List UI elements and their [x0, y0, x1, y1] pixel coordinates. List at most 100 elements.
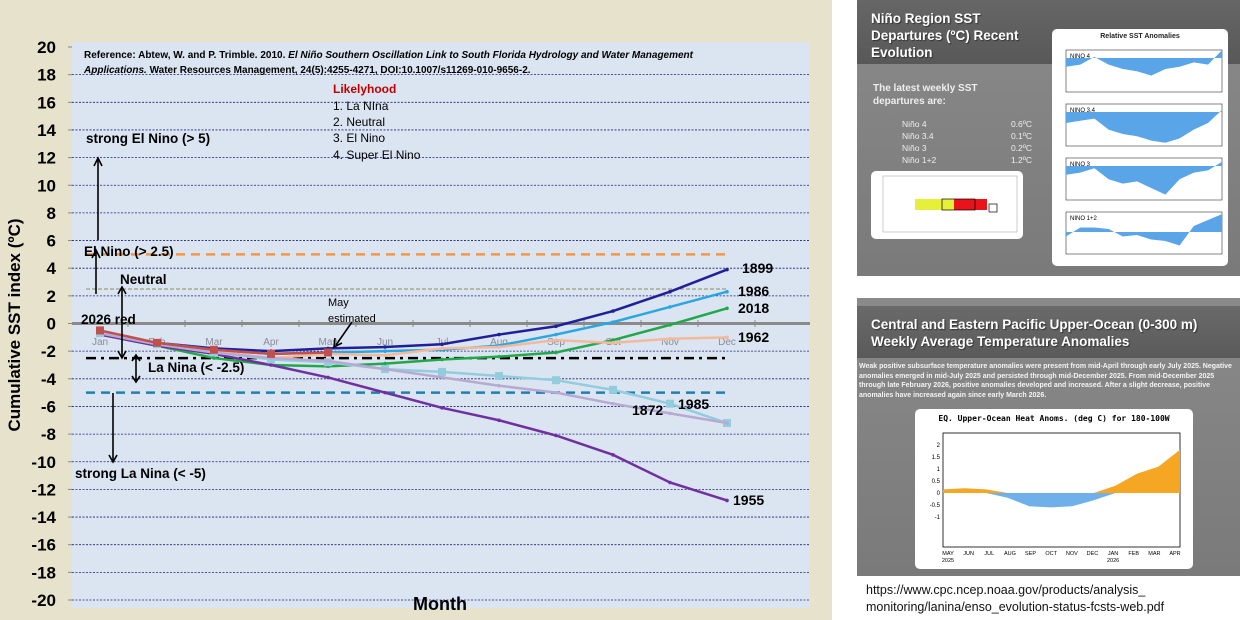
- sst-panel-label: NINO 4: [1070, 54, 1091, 60]
- likelyhood-item: 4. Super El Nino: [333, 148, 421, 162]
- x-tick-label: May: [319, 337, 338, 348]
- data-point: [611, 338, 615, 342]
- data-point: [554, 433, 558, 438]
- heat-y-tick: 1: [937, 467, 941, 473]
- y-tick-label: 4: [47, 259, 57, 278]
- heat-y-tick: -1: [935, 515, 941, 521]
- y-tick-label: 16: [37, 93, 56, 112]
- heat-y-tick: 2: [937, 443, 941, 449]
- may-estimated-label: estimated: [328, 313, 376, 325]
- y-tick-label: -2: [41, 342, 56, 361]
- source-url[interactable]: https://www.cpc.ncep.noaa.gov/products/a…: [866, 583, 1165, 614]
- data-point: [96, 326, 104, 335]
- y-tick-label: -12: [31, 480, 56, 499]
- heat-x-tick: AUG: [1004, 551, 1016, 557]
- y-tick-label: 2: [47, 287, 56, 306]
- heat-x-tick: 2026: [1107, 558, 1119, 563]
- y-tick-label: -18: [31, 563, 56, 582]
- year-2026-label: 2026 red: [81, 312, 136, 327]
- data-point: [668, 480, 672, 485]
- x-tick-label: Mar: [205, 337, 223, 348]
- data-point: [554, 324, 558, 329]
- arrowhead: [108, 454, 118, 464]
- arrowhead: [117, 285, 127, 360]
- data-point: [668, 323, 672, 327]
- series-label-2018: 2018: [738, 300, 769, 316]
- arrow-may-estimated: [335, 321, 353, 346]
- data-point: [554, 338, 558, 342]
- nino-region-map: [871, 171, 1023, 239]
- y-tick-label: 12: [37, 149, 56, 168]
- slide1-title: Niño Region SST Departures (ºC) Recent E…: [871, 11, 1019, 60]
- heat-x-tick: APR: [1169, 551, 1180, 557]
- anomaly-area: [1066, 214, 1223, 246]
- departure-row: Niño 4 0.6ºC: [902, 119, 1032, 129]
- data-point: [725, 498, 729, 503]
- data-point: [497, 354, 501, 359]
- la-nina-label: La Nina (< -2.5): [148, 360, 244, 375]
- x-tick-label: Nov: [661, 337, 679, 348]
- data-point: [611, 341, 615, 345]
- data-point: [666, 399, 674, 408]
- data-point: [554, 332, 558, 337]
- reference-line-1: Reference: Abtew, W. and P. Trimble. 201…: [84, 50, 694, 61]
- y-tick-label: 18: [37, 66, 56, 85]
- data-point: [495, 372, 503, 381]
- data-point: [324, 348, 332, 357]
- data-point: [383, 361, 387, 366]
- neutral-label: Neutral: [120, 272, 167, 287]
- heat-y-tick: 1.5: [932, 455, 941, 461]
- slide2-text: Weak positive subsurface temperature ano…: [859, 363, 1232, 399]
- data-point: [326, 359, 330, 363]
- heat-x-tick: MAR: [1148, 551, 1160, 557]
- x-tick-label: Jan: [92, 337, 108, 348]
- series-label-1962: 1962: [738, 329, 769, 345]
- y-tick-label: -10: [31, 453, 56, 472]
- data-point: [554, 350, 558, 355]
- series-label-1872: 1872: [632, 402, 663, 418]
- data-point: [210, 345, 218, 354]
- heat-x-tick: JAN: [1108, 551, 1118, 557]
- data-point: [497, 383, 501, 388]
- likelyhood-item: 2. Neutral: [333, 115, 385, 129]
- anomaly-area: [1066, 161, 1223, 195]
- x-tick-label: Dec: [718, 337, 736, 348]
- data-point: [611, 453, 615, 457]
- data-point: [725, 267, 729, 272]
- data-point: [440, 342, 444, 347]
- data-point: [668, 411, 672, 416]
- departures-list: Niño 4 0.6ºC Niño 3.4 0.1ºC Niño 3 0.2ºC Ni…: [902, 118, 1032, 166]
- data-point: [611, 320, 615, 324]
- anomaly-area: [1066, 50, 1223, 76]
- data-point: [497, 345, 501, 349]
- heat-y-tick: 0: [937, 491, 941, 497]
- data-point: [440, 357, 444, 362]
- cumulative-sst-chart: 20181614121086420-2-4-6-8-10-12-14-16-18…: [0, 0, 832, 620]
- data-point: [269, 363, 273, 367]
- series-label-1985: 1985: [678, 396, 709, 412]
- data-point: [725, 421, 729, 425]
- data-point: [668, 289, 672, 294]
- sst-panel-label: NINO 3.4: [1070, 108, 1096, 114]
- data-point: [440, 406, 444, 410]
- x-tick-label: Apr: [263, 337, 279, 348]
- y-tick-label: -6: [41, 397, 56, 416]
- departure-row: Niño 3 0.2ºC: [902, 143, 1032, 153]
- nino3-region: [954, 199, 987, 210]
- sst-panel-label: NINO 3: [1070, 162, 1091, 168]
- y-tick-label: 6: [47, 232, 56, 251]
- y-tick-label: 0: [47, 315, 56, 334]
- y-tick-label: -16: [31, 536, 56, 555]
- data-point: [440, 346, 444, 351]
- y-tick-label: 8: [47, 204, 56, 223]
- nino4-region: [915, 199, 954, 210]
- heat-x-tick: 2025: [942, 558, 954, 563]
- data-point: [383, 349, 387, 353]
- data-point: [438, 367, 446, 376]
- data-point: [609, 385, 617, 394]
- x-tick-label: Aug: [490, 337, 508, 348]
- y-axis-title: Cumulative SST index (ºC): [5, 218, 24, 431]
- x-axis-title: Month: [413, 594, 467, 614]
- likelyhood-item: 3. El Nino: [333, 131, 385, 145]
- series-label-1899: 1899: [742, 260, 773, 276]
